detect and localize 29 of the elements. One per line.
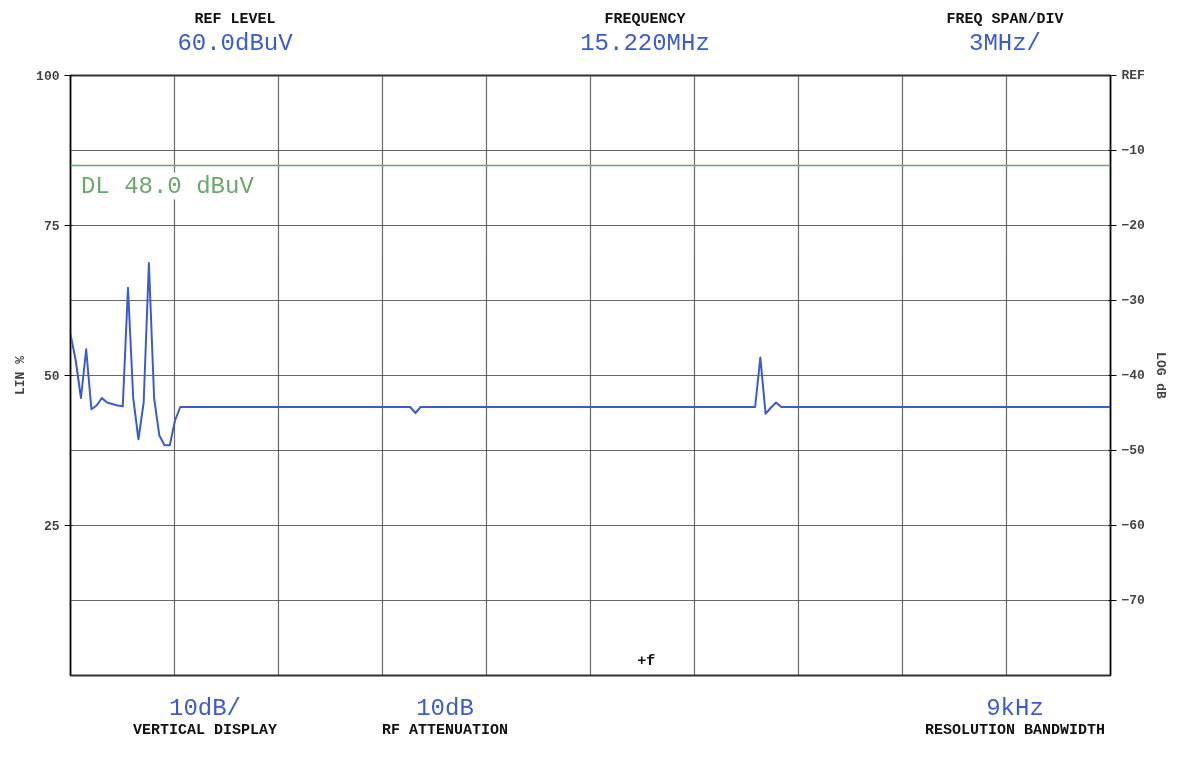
y-tick-label: 75 (43, 219, 60, 234)
text: RESOLUTION BANDWIDTH (924, 721, 1106, 741)
text: 10dB/ (168, 694, 242, 724)
text: FREQ SPAN/DIV (946, 10, 1064, 30)
text: 3MHz/ (968, 29, 1042, 59)
y2-tick-label: −10 (1121, 143, 1146, 158)
y2-axis-title: LOG dB (1152, 352, 1168, 400)
text: VERTICAL DISPLAY (132, 721, 278, 741)
text: 60.0dBuV (177, 29, 293, 59)
y2-tick-label: REF (1121, 68, 1146, 83)
y2-tick-label: −30 (1121, 293, 1146, 308)
line-series (70, 262, 1111, 447)
y-axis-title: LIN % (13, 355, 29, 395)
text: 15.220MHz (580, 29, 710, 59)
y2-tick-label: −20 (1121, 218, 1146, 233)
text: RF ATTENUATION (381, 721, 509, 741)
y-tick-label: 50 (43, 369, 60, 384)
text: 10dB (416, 694, 474, 724)
y-tick-label: 100 (36, 69, 60, 84)
ref-line-label: DL 48.0 dBuV (80, 172, 255, 200)
y2-tick-label: −60 (1121, 518, 1146, 533)
y-tick-label: 25 (43, 519, 60, 534)
text: REF LEVEL (194, 10, 276, 30)
y2-tick-label: −40 (1121, 368, 1146, 383)
y2-tick-label: −70 (1121, 593, 1146, 608)
annotation: +f (637, 652, 656, 670)
y2-tick-label: −50 (1121, 443, 1146, 458)
text: FREQUENCY (604, 10, 686, 30)
text: 9kHz (986, 694, 1044, 724)
